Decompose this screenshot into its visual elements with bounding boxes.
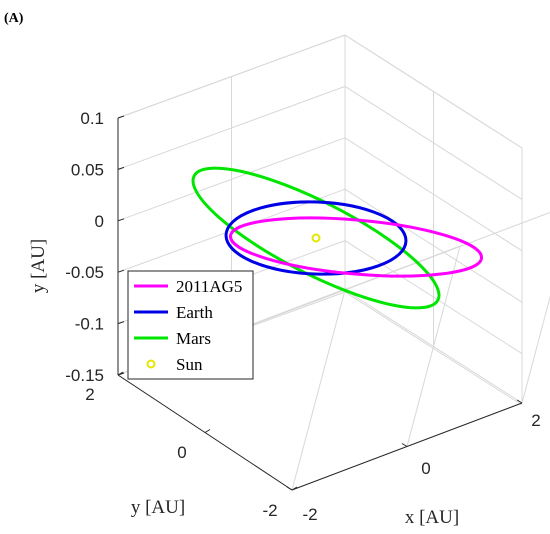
depth-tick-label: 2 <box>85 385 94 404</box>
orbits <box>191 166 484 310</box>
legend-swatch <box>146 359 156 369</box>
grid-line <box>406 246 461 447</box>
legend-label: Mars <box>176 329 211 348</box>
vertical-tick <box>117 269 125 273</box>
panel-label: (A) <box>4 11 24 26</box>
vertical-axis-label: y [AU] <box>28 239 49 293</box>
vertical-tick-label: -0.1 <box>75 315 104 334</box>
vertical-tick <box>117 115 125 119</box>
orbit-series-1 <box>224 200 408 276</box>
depth-tick <box>117 371 124 376</box>
vertical-tick-label: -0.15 <box>65 366 104 385</box>
vertical-tick <box>117 166 125 170</box>
vertical-tick-label: 0.1 <box>80 109 104 128</box>
depth-tick <box>291 486 298 491</box>
depth-tick <box>204 429 211 433</box>
orbit-series-2 <box>228 216 484 278</box>
legend-label: 2011AG5 <box>176 277 242 296</box>
vertical-tick-label: -0.05 <box>65 263 104 282</box>
vertical-tick-label: 0 <box>95 212 104 231</box>
legend: 2011AG5 Earth Mars Sun <box>127 270 254 380</box>
horizontal-tick-label: 0 <box>421 459 430 478</box>
horizontal-tick <box>516 399 523 404</box>
vertical-tick <box>117 218 125 222</box>
grid-line <box>291 289 346 491</box>
depth-tick-label: 0 <box>177 443 186 462</box>
horizontal-tick-label: -2 <box>302 505 317 524</box>
legend-label: Earth <box>176 303 213 322</box>
horizontal-axis-label: x [AU] <box>405 507 459 528</box>
depth-tick-label: -2 <box>262 501 277 520</box>
grid <box>117 34 550 491</box>
grid-line <box>521 295 550 404</box>
axes <box>117 115 523 491</box>
orbit-series-0 <box>191 166 441 310</box>
vertical-tick-label: 0.05 <box>71 160 104 179</box>
horizontal-tick-label: 2 <box>531 411 540 430</box>
horizontal-tick <box>286 486 293 491</box>
depth-axis-label: y [AU] <box>131 497 185 518</box>
sun-marker <box>311 233 321 243</box>
horizontal-tick <box>401 443 408 447</box>
legend-label: Sun <box>176 355 203 374</box>
vertical-tick <box>117 321 125 325</box>
grid-line <box>344 291 523 406</box>
